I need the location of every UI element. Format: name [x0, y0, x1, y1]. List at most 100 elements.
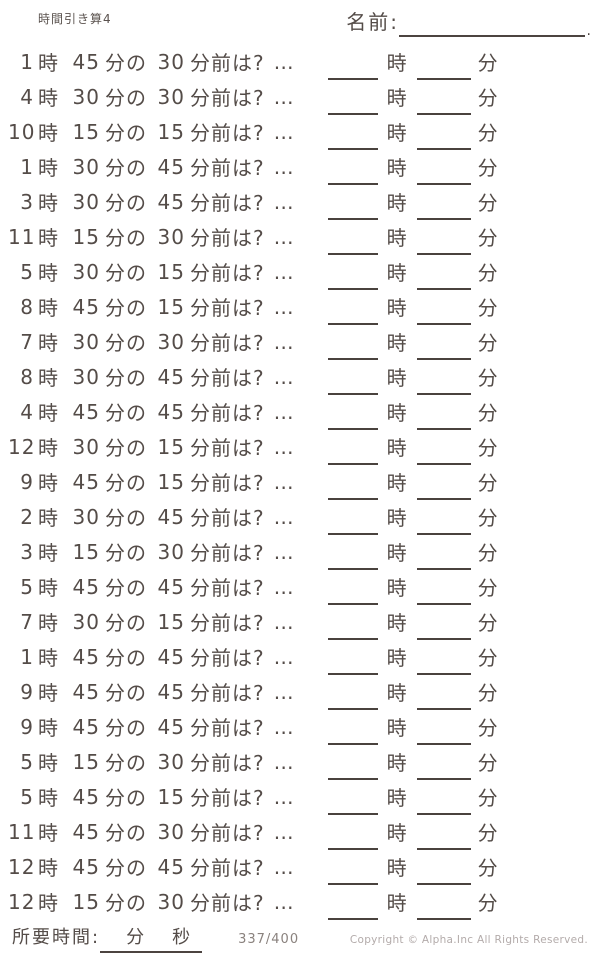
answer-hour-unit-label: 時 [386, 611, 407, 635]
minute-of-label: 分の [105, 401, 147, 425]
answer-hour-unit-label: 時 [386, 716, 407, 740]
answer-hour-blank [327, 672, 378, 675]
answer-minute-unit-label: 分 [477, 51, 498, 75]
answer-hour-unit-label: 時 [386, 436, 407, 460]
problem-hour-value: 12 [8, 889, 36, 914]
minute-of-label: 分の [105, 366, 147, 390]
minute-of-label: 分の [105, 506, 147, 530]
hour-unit-label: 時 [38, 471, 58, 495]
problem-row: 8 時 30 分の 45 分前は? … 時 分 [8, 359, 600, 395]
minute-of-label: 分の [105, 821, 147, 845]
hour-unit-label: 時 [38, 786, 58, 810]
answer-hour-blank [327, 287, 378, 290]
before-question-label: 分前は? [190, 331, 265, 355]
minute-of-label: 分の [105, 751, 147, 775]
answer-minute-unit-label: 分 [477, 86, 498, 110]
answer-hour-unit-label: 時 [386, 541, 407, 565]
problem-minute-value: 15 [72, 224, 100, 249]
ellipsis: … [273, 574, 294, 599]
problem-hour-value: 5 [20, 749, 34, 774]
answer-hour-blank [327, 322, 378, 325]
problem-delta-value: 45 [157, 154, 185, 179]
copyright-notice: Copyright © Alpha.Inc All Rights Reserve… [349, 934, 588, 946]
answer-minute-unit-label: 分 [477, 296, 498, 320]
answer-hour-blank [327, 462, 378, 465]
problem-minute-value: 45 [72, 679, 100, 704]
before-question-label: 分前は? [190, 751, 265, 775]
answer-minute-unit-label: 分 [477, 681, 498, 705]
answer-minute-unit-label: 分 [477, 856, 498, 880]
problem-row: 3 時 30 分の 45 分前は? … 時 分 [8, 184, 600, 220]
answer-hour-blank [327, 392, 378, 395]
answer-minute-unit-label: 分 [477, 716, 498, 740]
problem-row: 7 時 30 分の 15 分前は? … 時 分 [8, 604, 600, 640]
problem-delta-value: 45 [157, 399, 185, 424]
hour-unit-label: 時 [38, 681, 58, 705]
problem-delta-value: 45 [157, 854, 185, 879]
problem-minute-value: 45 [72, 574, 100, 599]
problem-minute-value: 15 [72, 119, 100, 144]
answer-hour-unit-label: 時 [386, 51, 407, 75]
answer-hour-unit-label: 時 [386, 331, 407, 355]
answer-hour-unit-label: 時 [386, 156, 407, 180]
answer-minute-blank [416, 847, 471, 850]
ellipsis: … [273, 434, 294, 459]
problem-delta-value: 45 [157, 189, 185, 214]
problem-hour-value: 3 [20, 539, 34, 564]
problem-delta-value: 30 [157, 889, 185, 914]
minute-of-label: 分の [105, 716, 147, 740]
before-question-label: 分前は? [190, 891, 265, 915]
hour-unit-label: 時 [38, 156, 58, 180]
answer-minute-blank [416, 567, 471, 570]
before-question-label: 分前は? [190, 156, 265, 180]
elapsed-second-unit-label: 秒 [172, 927, 191, 948]
answer-minute-unit-label: 分 [477, 471, 498, 495]
before-question-label: 分前は? [190, 401, 265, 425]
problem-row: 11 時 45 分の 30 分前は? … 時 分 [8, 814, 600, 850]
before-question-label: 分前は? [190, 261, 265, 285]
progress-counter: 337/400 [238, 932, 300, 947]
before-question-label: 分前は? [190, 716, 265, 740]
answer-minute-unit-label: 分 [477, 576, 498, 600]
answer-minute-blank [416, 777, 471, 780]
minute-of-label: 分の [105, 646, 147, 670]
ellipsis: … [273, 224, 294, 249]
answer-hour-blank [327, 217, 378, 220]
answer-minute-blank [416, 812, 471, 815]
answer-hour-blank [327, 847, 378, 850]
answer-minute-blank [416, 602, 471, 605]
minute-of-label: 分の [105, 226, 147, 250]
minute-of-label: 分の [105, 541, 147, 565]
problem-hour-value: 5 [20, 574, 34, 599]
problem-delta-value: 30 [157, 539, 185, 564]
answer-hour-unit-label: 時 [386, 681, 407, 705]
answer-minute-blank [416, 147, 471, 150]
problem-minute-value: 45 [72, 644, 100, 669]
answer-minute-blank [416, 882, 471, 885]
problem-minute-value: 45 [72, 294, 100, 319]
answer-minute-unit-label: 分 [477, 121, 498, 145]
before-question-label: 分前は? [190, 541, 265, 565]
answer-minute-blank [416, 322, 471, 325]
problem-minute-value: 30 [72, 189, 100, 214]
answer-hour-blank [327, 532, 378, 535]
ellipsis: … [273, 119, 294, 144]
minute-of-label: 分の [105, 681, 147, 705]
problem-row: 1 時 45 分の 45 分前は? … 時 分 [8, 639, 600, 675]
ellipsis: … [273, 644, 294, 669]
answer-hour-blank [327, 147, 378, 150]
problem-row: 5 時 45 分の 15 分前は? … 時 分 [8, 779, 600, 815]
hour-unit-label: 時 [38, 86, 58, 110]
problem-hour-value: 7 [20, 609, 34, 634]
answer-hour-unit-label: 時 [386, 786, 407, 810]
problem-hour-value: 11 [8, 819, 36, 844]
problem-row: 4 時 45 分の 45 分前は? … 時 分 [8, 394, 600, 430]
problem-minute-value: 30 [72, 259, 100, 284]
hour-unit-label: 時 [38, 261, 58, 285]
answer-minute-blank [416, 287, 471, 290]
answer-hour-blank [327, 742, 378, 745]
answer-hour-blank [327, 77, 378, 80]
minute-of-label: 分の [105, 86, 147, 110]
problem-minute-value: 30 [72, 329, 100, 354]
